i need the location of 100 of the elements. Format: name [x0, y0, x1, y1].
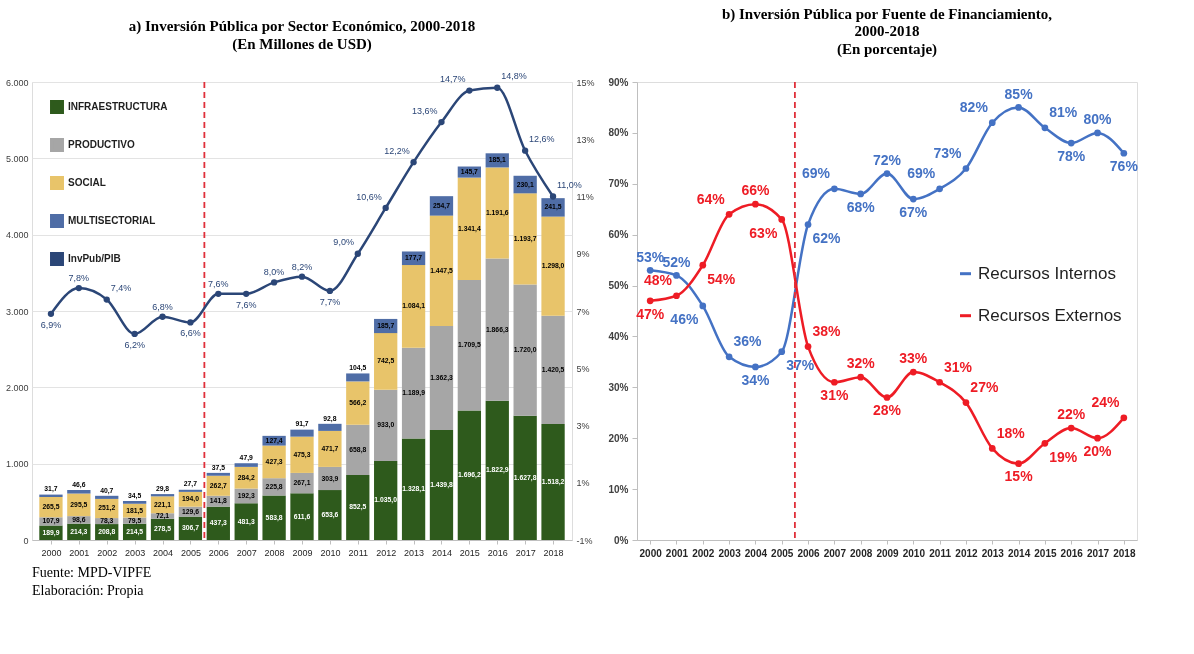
bar: [234, 503, 258, 540]
point: [243, 290, 250, 297]
point: [410, 158, 417, 166]
point: [75, 284, 82, 292]
bar: [401, 265, 426, 348]
point: [1094, 434, 1101, 442]
bar: [457, 410, 482, 540]
data-label: 6,6%: [180, 328, 201, 339]
x-tick-label: 2001: [69, 547, 90, 558]
y2-tick-label: 3%: [576, 421, 590, 431]
point: [936, 185, 943, 193]
bar: [122, 501, 147, 504]
data-label: 46%: [670, 311, 699, 328]
data-label: 20%: [1083, 442, 1113, 459]
x-tick-label: 2015: [459, 547, 480, 558]
legend-label: Recursos Externos: [978, 305, 1122, 325]
x-tick-label: 2005: [771, 547, 794, 559]
bar: [346, 424, 370, 475]
point: [187, 319, 194, 326]
bar: [290, 429, 314, 437]
chart-subtitle: (En porcentaje): [836, 41, 938, 58]
bar: [457, 280, 482, 411]
legend-label: InvPub/PIB: [68, 253, 121, 264]
x-tick-label: 2017: [1086, 547, 1110, 559]
x-tick-label: 2000: [41, 547, 62, 558]
y2-tick-label: 5%: [576, 363, 590, 374]
data-label: 19%: [1049, 448, 1078, 465]
point: [699, 302, 707, 310]
data-label: 9,0%: [333, 237, 354, 248]
y-tick-label: 50%: [608, 280, 629, 292]
x-tick-label: 2000: [639, 547, 663, 559]
y-tick-label: 4.000: [5, 230, 29, 241]
point: [549, 193, 557, 200]
x-tick-label: 2003: [125, 547, 146, 558]
chart-title: a) Inversión Pública por Sector Económico, 2000-2018: [128, 18, 476, 36]
legend-label: SOCIAL: [68, 177, 106, 188]
chart-subtitle: (En Millones de USD): [232, 36, 372, 54]
data-label: 18%: [996, 425, 1026, 441]
x-tick-label: 2014: [431, 547, 452, 558]
point: [438, 118, 445, 126]
x-tick-label: 2009: [292, 547, 313, 558]
point: [857, 373, 865, 381]
data-label: 7,6%: [235, 299, 257, 310]
data-label: 37%: [786, 357, 815, 374]
bar: [401, 347, 426, 439]
x-tick-label: 2010: [902, 547, 926, 559]
data-label: 73%: [933, 145, 963, 162]
bar: [318, 490, 342, 540]
point: [1067, 139, 1075, 147]
point: [962, 399, 970, 406]
data-label: 31%: [944, 358, 973, 375]
y-tick-label: 20%: [608, 432, 629, 444]
point: [752, 363, 759, 371]
point: [646, 266, 654, 274]
data-label: 14,8%: [501, 71, 527, 82]
data-label: 81%: [1049, 104, 1078, 121]
bar: [374, 333, 398, 390]
y2-tick-label: 7%: [576, 306, 590, 317]
data-label: 64%: [696, 190, 726, 207]
data-label: 85%: [1004, 85, 1034, 102]
data-label: 82%: [959, 99, 989, 116]
data-label: 8,2%: [291, 261, 313, 272]
bar: [541, 424, 565, 540]
point: [804, 343, 812, 350]
bar: [346, 381, 370, 425]
data-label: 31%: [820, 386, 849, 403]
point: [778, 348, 786, 356]
data-label: 54%: [707, 270, 736, 287]
data-label: 12,2%: [384, 145, 410, 156]
x-tick-label: 2008: [850, 547, 873, 559]
legend-label: Recursos Internos: [978, 263, 1116, 283]
data-label: 48%: [644, 272, 673, 289]
x-tick-label: 2006: [797, 547, 821, 559]
data-label: 6,8%: [152, 301, 173, 312]
data-label: 7,7%: [319, 296, 341, 307]
chart-title: b) Inversión Pública por Fuente de Financiamiento, 2000-2018: [721, 6, 1053, 39]
data-label: 62%: [812, 229, 842, 246]
bar: [206, 472, 230, 476]
point: [270, 279, 278, 286]
point: [1120, 414, 1128, 422]
data-label: 13,6%: [412, 105, 438, 116]
point: [131, 330, 138, 338]
y2-tick-label: 1%: [576, 478, 590, 489]
data-label: 28%: [872, 402, 902, 419]
x-tick-label: 2010: [320, 547, 341, 558]
point: [47, 310, 55, 318]
y-tick-label: 10%: [608, 483, 629, 495]
legend-label: MULTISECTORIAL: [68, 215, 156, 226]
point: [909, 195, 917, 203]
point: [646, 297, 654, 305]
bar: [485, 258, 509, 401]
point: [1041, 439, 1049, 447]
data-label: 8,0%: [263, 267, 285, 278]
point: [909, 368, 917, 376]
point: [752, 200, 759, 208]
data-label: 67%: [899, 203, 928, 220]
data-label: 36%: [733, 333, 763, 350]
point: [804, 221, 812, 228]
x-tick-label: 2002: [97, 547, 118, 558]
data-label: 63%: [749, 224, 778, 241]
